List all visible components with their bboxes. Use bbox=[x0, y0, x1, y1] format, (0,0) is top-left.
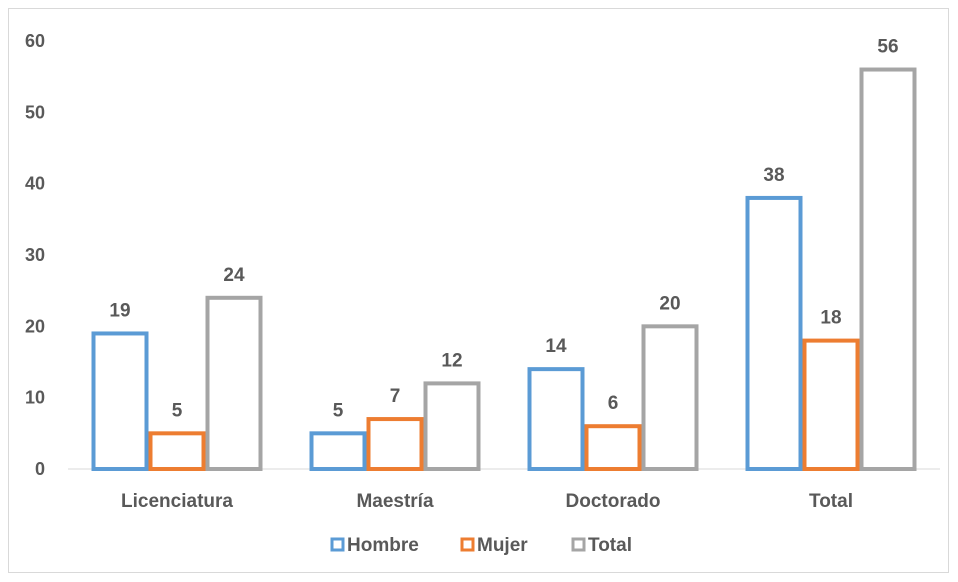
data-label: 7 bbox=[390, 386, 401, 407]
data-label: 19 bbox=[109, 300, 130, 321]
x-category-label: Maestría bbox=[356, 491, 434, 512]
bar-mujer bbox=[148, 431, 206, 472]
bar-mujer bbox=[802, 338, 860, 471]
data-label: 24 bbox=[223, 265, 245, 286]
x-category-label: Licenciatura bbox=[121, 491, 233, 512]
bar-total bbox=[859, 67, 917, 472]
chart-frame bbox=[8, 8, 949, 573]
bar-mujer bbox=[584, 424, 642, 472]
data-label: 18 bbox=[820, 308, 841, 329]
y-tick-label: 20 bbox=[25, 316, 45, 336]
data-label: 14 bbox=[545, 336, 567, 357]
legend-swatch-total bbox=[571, 537, 586, 552]
data-label: 5 bbox=[333, 400, 344, 421]
y-tick-label: 0 bbox=[35, 459, 45, 479]
bar-hombre bbox=[745, 195, 803, 472]
y-tick-label: 60 bbox=[25, 31, 45, 51]
data-label: 6 bbox=[608, 393, 619, 414]
bar-mujer bbox=[366, 417, 424, 472]
legend-swatch-hombre bbox=[330, 537, 345, 552]
x-category-label: Doctorado bbox=[566, 491, 661, 512]
y-tick-label: 30 bbox=[25, 245, 45, 265]
legend-swatch-mujer bbox=[460, 537, 475, 552]
y-tick-label: 40 bbox=[25, 174, 45, 194]
legend-label: Hombre bbox=[347, 535, 419, 556]
bar-hombre bbox=[527, 367, 585, 471]
bar-total bbox=[205, 295, 263, 471]
bar-total bbox=[641, 324, 699, 472]
data-label: 12 bbox=[441, 350, 462, 371]
bar-hombre bbox=[309, 431, 367, 472]
legend-label: Mujer bbox=[477, 535, 528, 556]
y-tick-label: 50 bbox=[25, 102, 45, 122]
y-tick-label: 10 bbox=[25, 388, 45, 408]
data-label: 56 bbox=[877, 37, 898, 58]
bar-hombre bbox=[91, 331, 149, 472]
x-category-label: Total bbox=[809, 491, 853, 512]
legend-label: Total bbox=[588, 535, 632, 556]
bar-total bbox=[423, 381, 481, 471]
data-label: 38 bbox=[763, 165, 784, 186]
data-label: 5 bbox=[172, 400, 183, 421]
data-label: 20 bbox=[659, 293, 680, 314]
